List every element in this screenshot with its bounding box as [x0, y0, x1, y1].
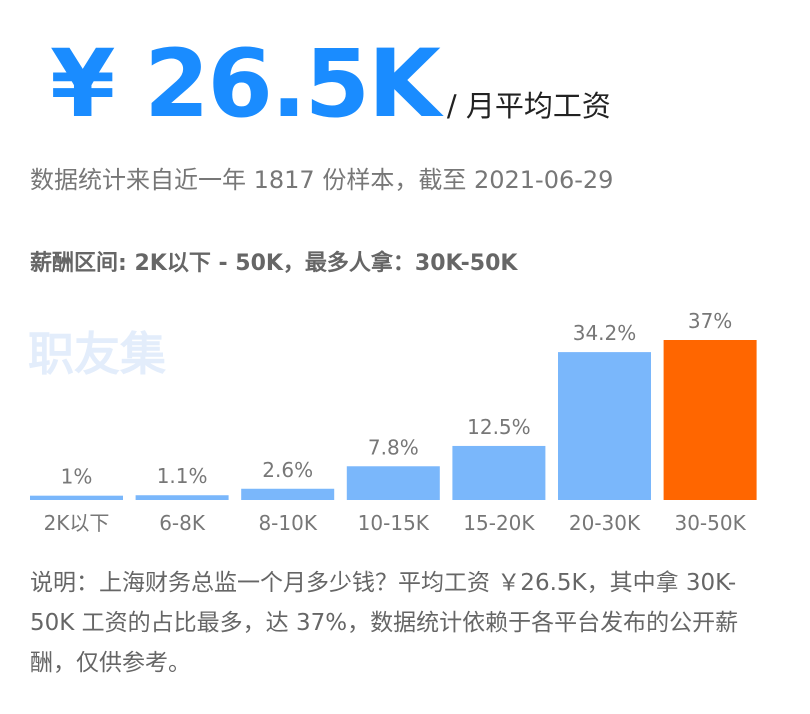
- category-label-2: 8-10K: [258, 511, 317, 535]
- average-salary: ¥ 26.5K / 月平均工资: [50, 38, 611, 132]
- category-label-1: 6-8K: [159, 511, 206, 535]
- category-label-0: 2K以下: [44, 511, 110, 535]
- bar-value-label-2: 2.6%: [262, 458, 313, 482]
- watermark-logo: 职友集: [28, 327, 166, 381]
- bar-value-label-3: 7.8%: [368, 435, 419, 459]
- bar-value-label-1: 1.1%: [157, 464, 208, 488]
- bar-value-label-6: 37%: [688, 309, 732, 333]
- description-note: 说明：上海财务总监一个月多少钱？平均工资 ￥26.5K，其中拿 30K-50K …: [30, 570, 739, 676]
- salary-range: 薪酬区间: 2K以下 - 50K，最多人拿：30K-50K: [30, 251, 518, 276]
- category-label-4: 15-20K: [463, 511, 535, 535]
- bar-value-label-0: 1%: [61, 465, 93, 489]
- sample-info: 数据统计来自近一年 1817 份样本，截至 2021-06-29: [30, 166, 614, 194]
- bar-3: [346, 466, 440, 500]
- category-label-6: 30-50K: [674, 511, 746, 535]
- bar-0: [30, 495, 123, 500]
- bar-value-label-4: 12.5%: [467, 415, 531, 439]
- category-label-3: 10-15K: [358, 511, 430, 535]
- bar-value-label-5: 34.2%: [573, 321, 637, 345]
- bar-6: [663, 340, 757, 500]
- bar-2: [241, 488, 335, 500]
- bar-4: [452, 445, 546, 500]
- average-salary-value: ¥ 26.5K: [50, 30, 441, 139]
- salary-distribution-chart: 1% 2K以下 1.1% 6-8K 2.6% 8-10K 7.8% 10-15K 12.5% 15…: [30, 309, 757, 535]
- category-label-5: 20-30K: [569, 511, 641, 535]
- bar-1: [135, 495, 229, 500]
- bar-5: [558, 352, 651, 500]
- average-salary-unit: / 月平均工资: [446, 89, 611, 123]
